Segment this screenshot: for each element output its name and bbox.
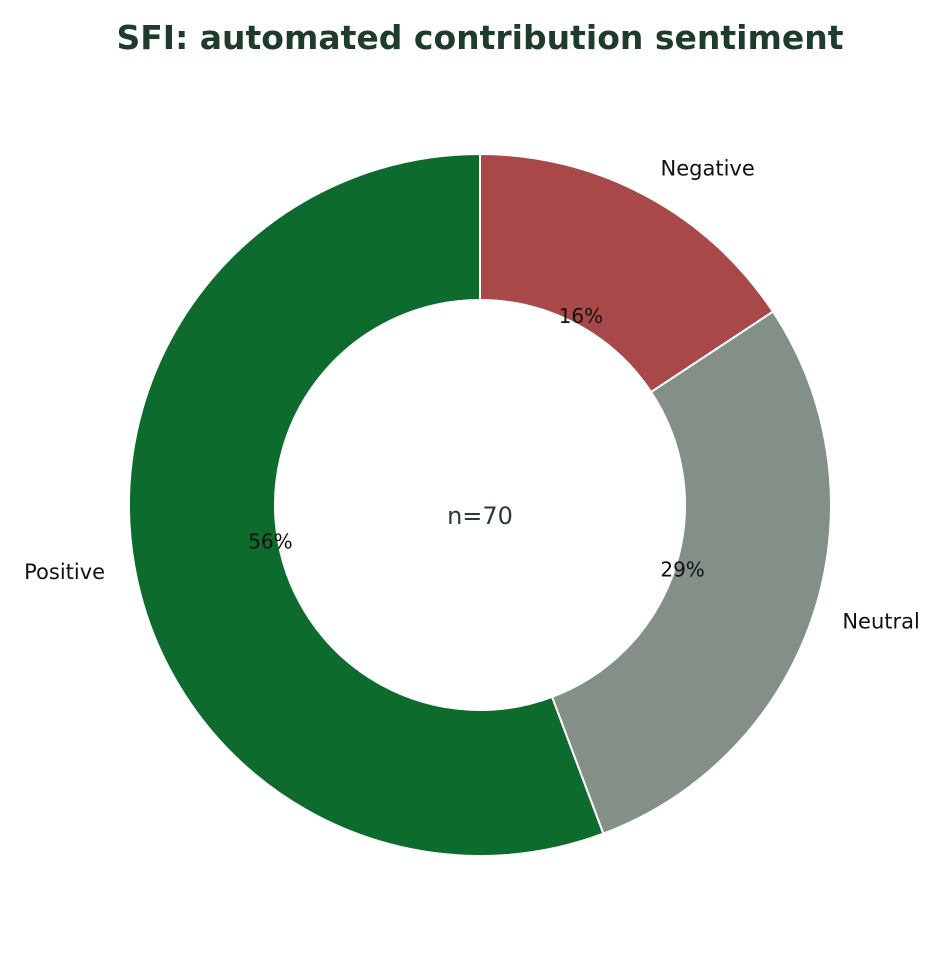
slices-layer <box>128 152 832 857</box>
percent-label-negative: 16% <box>559 304 603 328</box>
percent-label-positive: 56% <box>248 530 292 554</box>
slice-negative <box>479 152 775 394</box>
chart-title: SFI: automated contribution sentiment <box>116 18 844 57</box>
category-label-positive: Positive <box>24 560 105 584</box>
slice-positive <box>128 152 605 857</box>
slice-neutral <box>550 310 832 835</box>
center-count-label: n=70 <box>447 502 513 530</box>
category-label-negative: Negative <box>661 156 755 180</box>
labels-layer: 16% Negative 29% Neutral 56% Positive <box>24 156 920 633</box>
percent-label-neutral: 29% <box>660 557 704 581</box>
category-label-neutral: Neutral <box>842 610 920 634</box>
